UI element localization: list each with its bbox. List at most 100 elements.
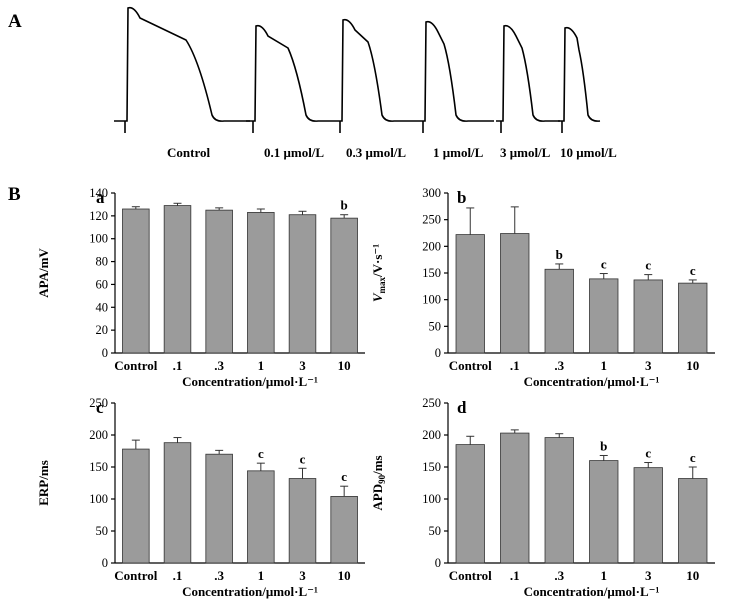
bar-.3	[205, 209, 233, 354]
trace-label-0-3: 0.3 μmol/L	[346, 145, 406, 160]
y-tick-label: 200	[422, 239, 441, 253]
significance-label: c	[690, 263, 696, 278]
y-tick-label: 20	[96, 323, 109, 337]
y-tick-label: 50	[96, 524, 109, 538]
x-tick-label: 3	[299, 358, 306, 373]
bar-.3	[544, 437, 574, 564]
bar-Control	[455, 444, 485, 564]
y-tick-label: 140	[89, 186, 108, 200]
bar-10	[678, 282, 708, 354]
trace-labels: Control 0.1 μmol/L 0.3 μmol/L 1 μmol/L 3…	[167, 145, 617, 160]
y-tick-label: 50	[429, 319, 442, 333]
x-tick-label: .3	[214, 358, 224, 373]
trace-label-0-1: 0.1 μmol/L	[264, 145, 324, 160]
ap-trace-3	[414, 20, 494, 122]
trace-label-control: Control	[167, 145, 210, 160]
trace-label-1: 1 μmol/L	[433, 145, 484, 160]
chart-vmax: b 0 50 100 150 200 250 300 Control .1 b .3 c 1 c 3 c 10 Co…	[370, 186, 715, 389]
bar-.3	[544, 268, 574, 354]
y-tick-label: 60	[96, 277, 109, 291]
x-tick-label: .1	[173, 568, 183, 583]
y-axis-label: ERP/ms	[36, 460, 51, 506]
bar-Control	[122, 208, 150, 354]
y-tick-label: 250	[422, 396, 441, 410]
ap-trace-1	[246, 24, 334, 122]
y-tick-label: 100	[89, 232, 108, 246]
y-tick-label: 0	[102, 346, 108, 360]
ap-trace-0	[114, 6, 250, 122]
bar-.1	[163, 205, 192, 354]
significance-label: c	[601, 257, 607, 272]
y-tick-label: 50	[429, 524, 442, 538]
x-tick-label: .1	[173, 358, 183, 373]
y-tick-label: 150	[422, 266, 441, 280]
bar-Control	[455, 234, 485, 354]
bar-Control	[122, 448, 150, 564]
x-tick-label: 1	[601, 568, 608, 583]
bar-3	[633, 279, 663, 354]
y-tick-label: 200	[89, 428, 108, 442]
x-tick-label: 10	[686, 568, 699, 583]
y-tick-label: 250	[422, 213, 441, 227]
chart-apa: a 0 20 40 60 80 100 120 140 Control .1 .3 1 3 b 10 Conce…	[36, 186, 365, 389]
significance-label: c	[645, 446, 651, 461]
y-tick-label: 40	[96, 300, 109, 314]
significance-label: b	[341, 198, 348, 213]
x-tick-label: 1	[258, 358, 265, 373]
x-tick-label: Control	[114, 358, 157, 373]
y-tick-label: 150	[89, 460, 108, 474]
x-tick-label: .1	[510, 568, 520, 583]
bar-1	[247, 212, 275, 354]
x-tick-label: .3	[554, 568, 564, 583]
y-tick-label: 100	[422, 293, 441, 307]
ap-trace-5	[558, 26, 601, 122]
x-tick-label: 3	[299, 568, 306, 583]
y-tick-label: 250	[89, 396, 108, 410]
y-tick-label: 100	[89, 492, 108, 506]
bar-3	[288, 478, 317, 564]
bar-3	[288, 214, 317, 354]
significance-label: c	[341, 469, 347, 484]
bar-.1	[500, 432, 530, 564]
y-tick-label: 0	[102, 556, 108, 570]
chart-letter-b: b	[457, 188, 466, 207]
x-axis-label: Concentration/μmol·L⁻¹	[182, 374, 318, 389]
x-tick-label: 3	[645, 358, 652, 373]
ap-trace-4	[496, 24, 560, 122]
significance-label: c	[690, 450, 696, 465]
significance-label: c	[258, 446, 264, 461]
bar-.1	[163, 442, 192, 564]
y-tick-label: 0	[435, 346, 441, 360]
bar-1	[589, 278, 619, 354]
x-tick-label: 10	[338, 358, 351, 373]
y-axis-label: APA/mV	[36, 248, 51, 298]
chart-erp: c 0 50 100 150 200 250 Control .1 .3 c 1 c 3 c 10 Concen…	[36, 396, 365, 599]
chart-apd90: d 0 50 100 150 200 250 Control .1 .3 b 1 c 3 c 10 Concen…	[370, 396, 715, 599]
x-tick-label: .3	[214, 568, 224, 583]
panel-b-letter: B	[8, 184, 21, 205]
bar-.1	[500, 233, 530, 354]
bar-10	[330, 496, 358, 564]
y-tick-label: 120	[89, 209, 108, 223]
bar-1	[247, 470, 275, 564]
y-tick-label: 100	[422, 492, 441, 506]
y-tick-label: 0	[435, 556, 441, 570]
y-axis-label: APD90/ms	[370, 455, 387, 510]
significance-label: c	[300, 451, 306, 466]
x-tick-label: .3	[554, 358, 564, 373]
x-tick-label: Control	[449, 568, 492, 583]
bar-.3	[205, 453, 233, 564]
x-axis-label: Concentration/μmol·L⁻¹	[182, 584, 318, 599]
chart-letter-a: a	[96, 188, 105, 207]
y-tick-label: 150	[422, 460, 441, 474]
x-axis-label: Concentration/μmol·L⁻¹	[524, 374, 660, 389]
trace-label-3: 3 μmol/L	[500, 145, 551, 160]
x-tick-label: 10	[686, 358, 699, 373]
bar-1	[589, 460, 619, 564]
x-axis-label: Concentration/μmol·L⁻¹	[524, 584, 660, 599]
significance-label: b	[556, 247, 563, 262]
x-tick-label: 1	[258, 568, 265, 583]
chart-letter-d: d	[457, 398, 467, 417]
trace-label-10: 10 μmol/L	[560, 145, 617, 160]
